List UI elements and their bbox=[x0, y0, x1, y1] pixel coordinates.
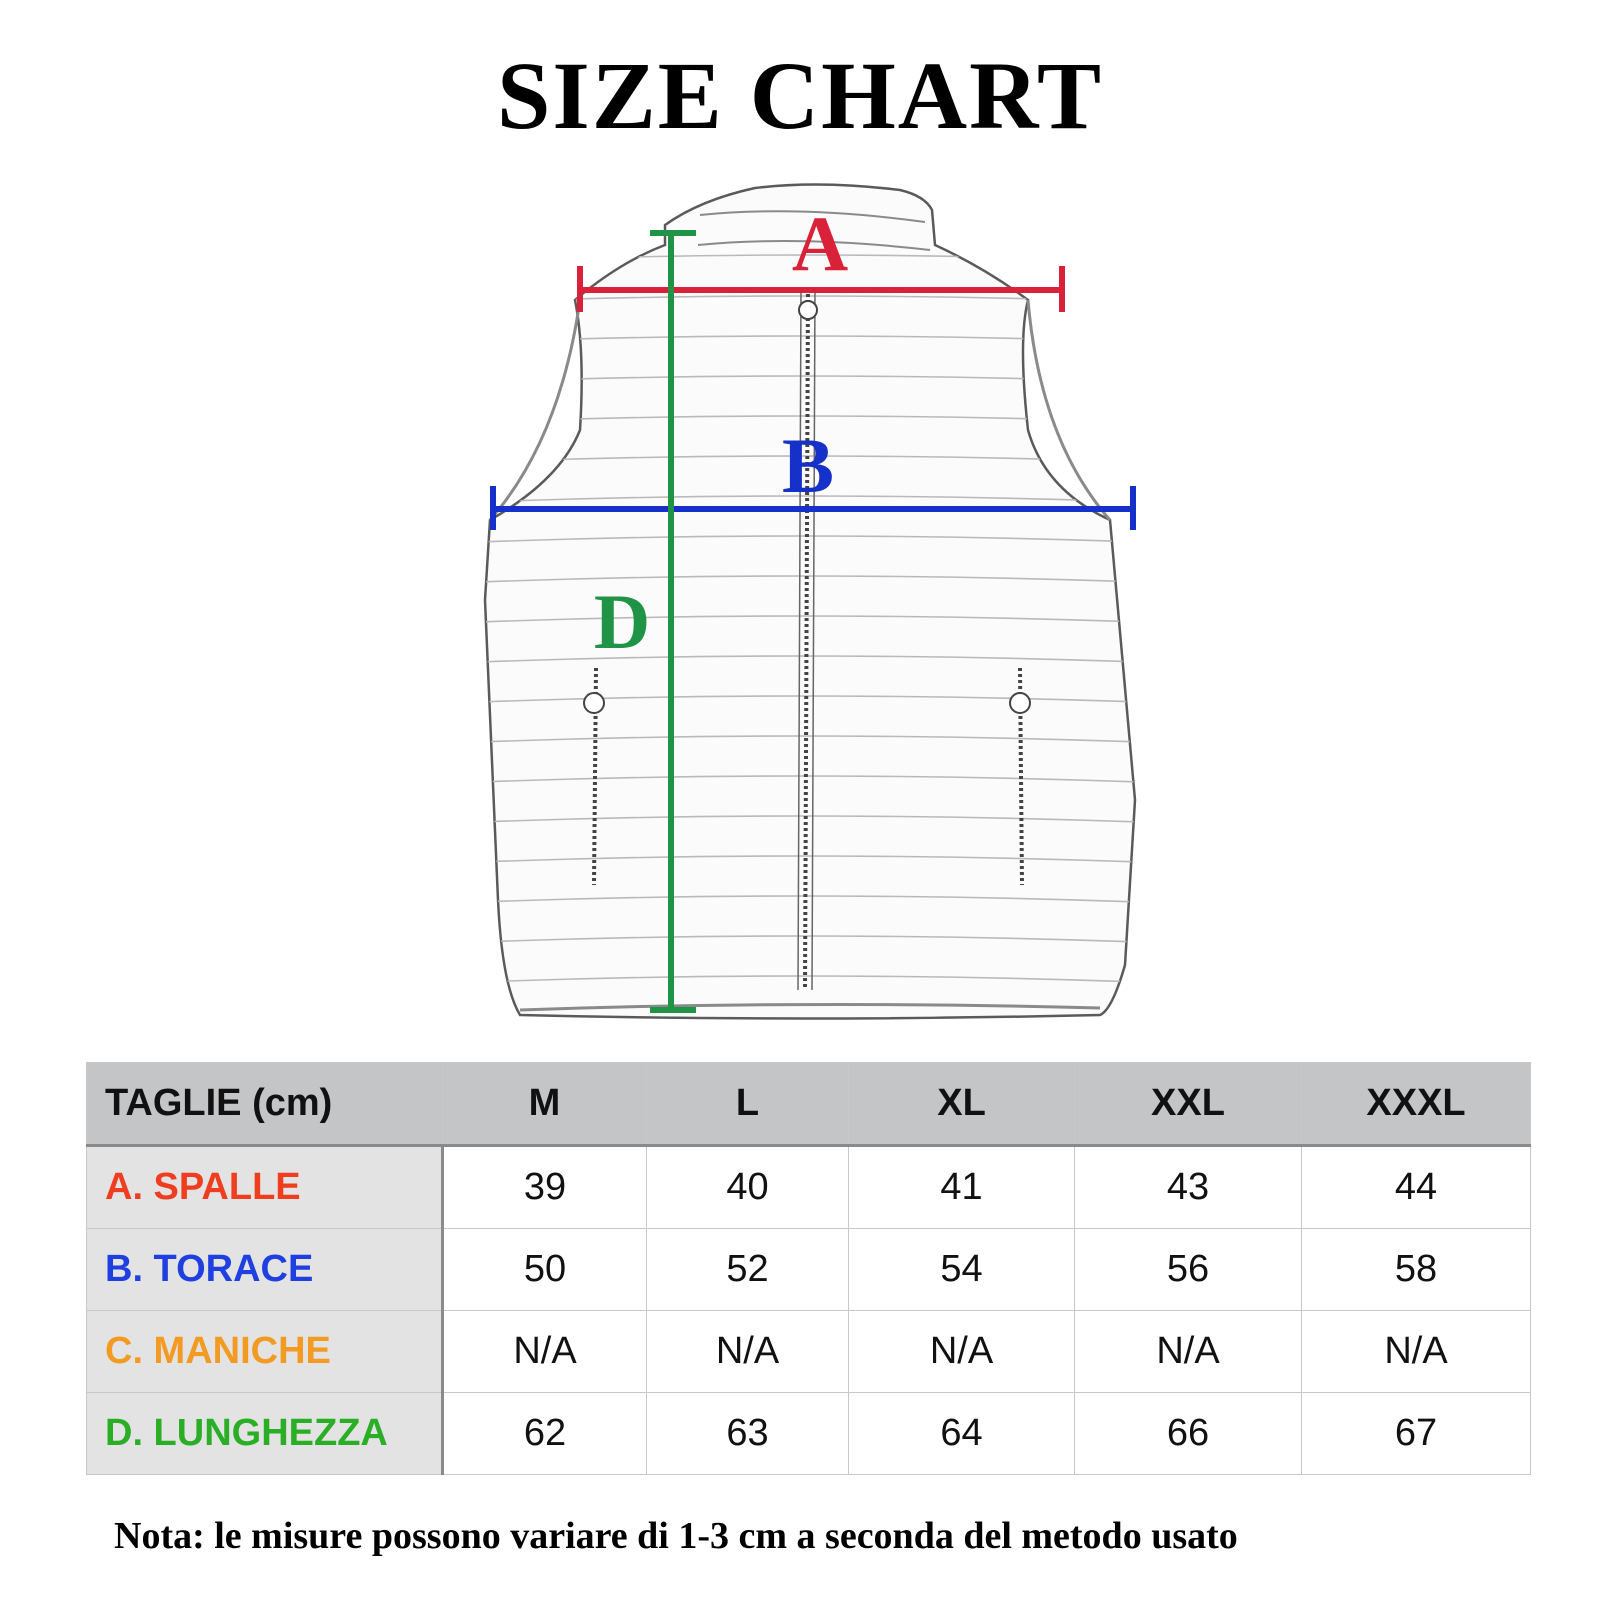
table-row: D. LUNGHEZZA 62 63 64 66 67 bbox=[86, 1392, 1531, 1475]
size-table: TAGLIE (cm) M L XL XXL XXXL A. SPALLE 39… bbox=[86, 1062, 1531, 1475]
table-cell: 44 bbox=[1301, 1145, 1531, 1229]
table-cell: N/A bbox=[1301, 1310, 1531, 1393]
measure-b-line bbox=[490, 486, 1136, 530]
table-cell: 67 bbox=[1301, 1392, 1531, 1475]
table-corner-label: TAGLIE (cm) bbox=[86, 1062, 443, 1147]
table-cell: 41 bbox=[848, 1145, 1075, 1229]
right-pocket-zipper bbox=[1009, 667, 1031, 886]
row-label: C. MANICHE bbox=[86, 1310, 444, 1393]
table-cell: N/A bbox=[442, 1310, 647, 1393]
size-header: M bbox=[442, 1062, 647, 1147]
table-cell: 40 bbox=[646, 1145, 849, 1229]
table-cell: 66 bbox=[1074, 1392, 1302, 1475]
table-row: A. SPALLE 39 40 41 43 44 bbox=[86, 1145, 1531, 1229]
table-cell: 63 bbox=[646, 1392, 849, 1475]
row-label: A. SPALLE bbox=[86, 1145, 444, 1229]
measure-a-label: A bbox=[792, 200, 848, 287]
left-pocket-zipper bbox=[583, 667, 605, 886]
table-cell: 64 bbox=[848, 1392, 1075, 1475]
table-row: C. MANICHE N/A N/A N/A N/A N/A bbox=[86, 1310, 1531, 1393]
table-row: B. TORACE 50 52 54 56 58 bbox=[86, 1228, 1531, 1311]
measure-a-line bbox=[577, 266, 1065, 312]
table-cell: 43 bbox=[1074, 1145, 1302, 1229]
table-cell: 52 bbox=[646, 1228, 849, 1311]
table-cell: N/A bbox=[1074, 1310, 1302, 1393]
table-cell: 62 bbox=[442, 1392, 647, 1475]
table-cell: 50 bbox=[442, 1228, 647, 1311]
row-label: B. TORACE bbox=[86, 1228, 444, 1311]
measure-d-line bbox=[650, 230, 696, 1013]
table-cell: 58 bbox=[1301, 1228, 1531, 1311]
table-header-row: TAGLIE (cm) M L XL XXL XXXL bbox=[86, 1062, 1531, 1147]
table-cell: N/A bbox=[848, 1310, 1075, 1393]
center-zipper bbox=[797, 287, 818, 991]
vest-outline bbox=[483, 183, 1137, 1020]
table-cell: 39 bbox=[442, 1145, 647, 1229]
size-header: XXL bbox=[1074, 1062, 1302, 1147]
row-label: D. LUNGHEZZA bbox=[86, 1392, 444, 1475]
page-title: SIZE CHART bbox=[496, 42, 1104, 149]
measure-b-label: B bbox=[782, 422, 834, 509]
table-cell: N/A bbox=[646, 1310, 849, 1393]
table-cell: 54 bbox=[848, 1228, 1075, 1311]
size-header: XL bbox=[848, 1062, 1075, 1147]
size-header: L bbox=[646, 1062, 849, 1147]
measurement-note: Nota: le misure possono variare di 1-3 c… bbox=[114, 1515, 1238, 1557]
measure-d-label: D bbox=[594, 578, 650, 665]
table-cell: 56 bbox=[1074, 1228, 1302, 1311]
vest-diagram: A B D bbox=[483, 183, 1137, 1020]
size-header: XXXL bbox=[1301, 1062, 1531, 1147]
